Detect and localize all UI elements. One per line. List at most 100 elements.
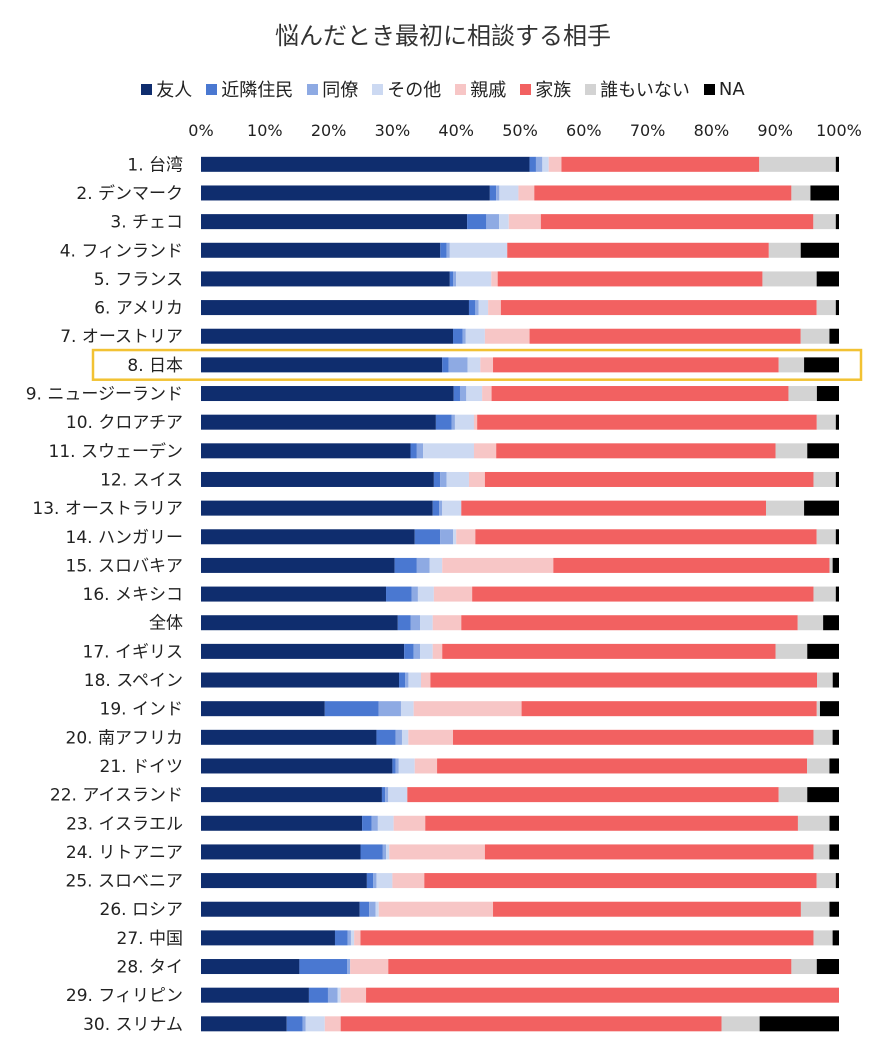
bar-segment — [810, 185, 839, 201]
bar-segment — [398, 758, 415, 774]
bar-segment — [373, 873, 377, 889]
highlight-box — [91, 348, 863, 381]
bar-segment — [410, 615, 421, 631]
bar-segment — [521, 701, 817, 717]
bar-segment — [442, 557, 554, 573]
bar-segment — [496, 443, 776, 459]
bar-segment — [440, 242, 447, 258]
bar-segment — [813, 844, 830, 860]
legend-label: 親戚 — [470, 80, 507, 101]
category-label: 17. イギリス — [83, 642, 183, 662]
bar-segment — [775, 443, 808, 459]
bar-segment — [829, 758, 839, 774]
category-label: 8. 日本 — [127, 356, 183, 376]
bar-segment — [408, 729, 454, 745]
bar-segment — [408, 672, 421, 688]
bar-segment — [400, 701, 414, 717]
x-tick-label: 40% — [438, 121, 474, 140]
bar-segment — [433, 586, 473, 602]
bar-segment — [461, 500, 766, 516]
bar-segment — [416, 443, 424, 459]
bar-segment — [201, 271, 450, 287]
legend-swatch — [520, 83, 532, 95]
bar-segment — [493, 901, 801, 917]
bar-segment — [482, 386, 492, 402]
bar-segment — [324, 701, 379, 717]
bar-segment — [376, 873, 393, 889]
bar-segment — [775, 643, 808, 659]
bar-segment — [816, 701, 820, 717]
bar-segment — [456, 271, 492, 287]
bar-segment — [448, 357, 468, 373]
legend-swatch — [703, 83, 715, 95]
category-label: 3. チェコ — [110, 213, 183, 233]
bar-segment — [759, 1016, 839, 1032]
bar-segment — [416, 557, 430, 573]
bar-segment — [404, 643, 414, 659]
legend-swatch — [455, 83, 467, 95]
bar-segment — [433, 471, 441, 487]
legend-item: 同僚 — [307, 76, 358, 102]
legend-label: NA — [718, 78, 745, 100]
bar-segment — [420, 615, 433, 631]
bar-segment — [446, 471, 469, 487]
bar-segment — [762, 271, 817, 287]
legend-label: その他 — [387, 80, 442, 101]
bar-segment — [835, 586, 839, 602]
bar-segment — [201, 156, 530, 172]
bar-segment — [435, 414, 452, 430]
category-label: 22. アイスランド — [50, 786, 183, 806]
bar-segment — [835, 873, 839, 889]
bar-segment — [507, 242, 769, 258]
bar-segment — [453, 529, 457, 545]
bar-segment — [386, 844, 390, 860]
bar-segment — [201, 987, 309, 1003]
x-tick-label: 80% — [694, 121, 730, 140]
bar-segment — [385, 787, 389, 803]
bar-segment — [829, 557, 833, 573]
bar-segment — [432, 500, 440, 516]
category-label: 20. 南アフリカ — [66, 728, 183, 748]
category-label: 15. スロバキア — [66, 556, 183, 576]
bar-segment — [201, 844, 361, 860]
bar-segment — [499, 214, 509, 230]
bar-segment — [835, 471, 839, 487]
bar-segment — [807, 758, 830, 774]
bar-segment — [816, 271, 839, 287]
category-label: 10. クロアチア — [66, 413, 183, 433]
bar-segment — [791, 959, 817, 975]
bar-segment — [816, 873, 836, 889]
bar-segment — [424, 873, 817, 889]
bar-segment — [807, 643, 839, 659]
bar-segment — [835, 156, 839, 172]
bar-segment — [378, 701, 401, 717]
bar-segment — [381, 787, 386, 803]
bar-segment — [440, 471, 447, 487]
bar-segment — [453, 386, 460, 402]
bar-segment — [829, 844, 839, 860]
bar-segment — [201, 815, 363, 831]
bar-segment — [334, 930, 348, 946]
bar-segment — [816, 959, 839, 975]
legend-swatch — [307, 83, 319, 95]
bar-segment — [440, 529, 454, 545]
bar-segment — [813, 729, 833, 745]
bar-segment — [414, 758, 438, 774]
bar-segment — [411, 586, 418, 602]
category-label: 11. スウェーデン — [49, 441, 183, 462]
x-tick-label: 30% — [375, 121, 411, 140]
category-label: 19. インド — [100, 700, 183, 720]
bar-segment — [423, 443, 474, 459]
bar-segment — [835, 414, 839, 430]
bar-segment — [475, 529, 817, 545]
bar-segment — [340, 987, 367, 1003]
bar-segment — [201, 615, 398, 631]
bar-segment — [201, 300, 469, 316]
bar-segment — [388, 787, 408, 803]
bar-segment — [366, 873, 374, 889]
bar-segment — [369, 901, 376, 917]
bar-segment — [804, 357, 839, 373]
bar-segment — [201, 701, 325, 717]
bar-segment — [366, 987, 839, 1003]
bar-segment — [360, 844, 383, 860]
